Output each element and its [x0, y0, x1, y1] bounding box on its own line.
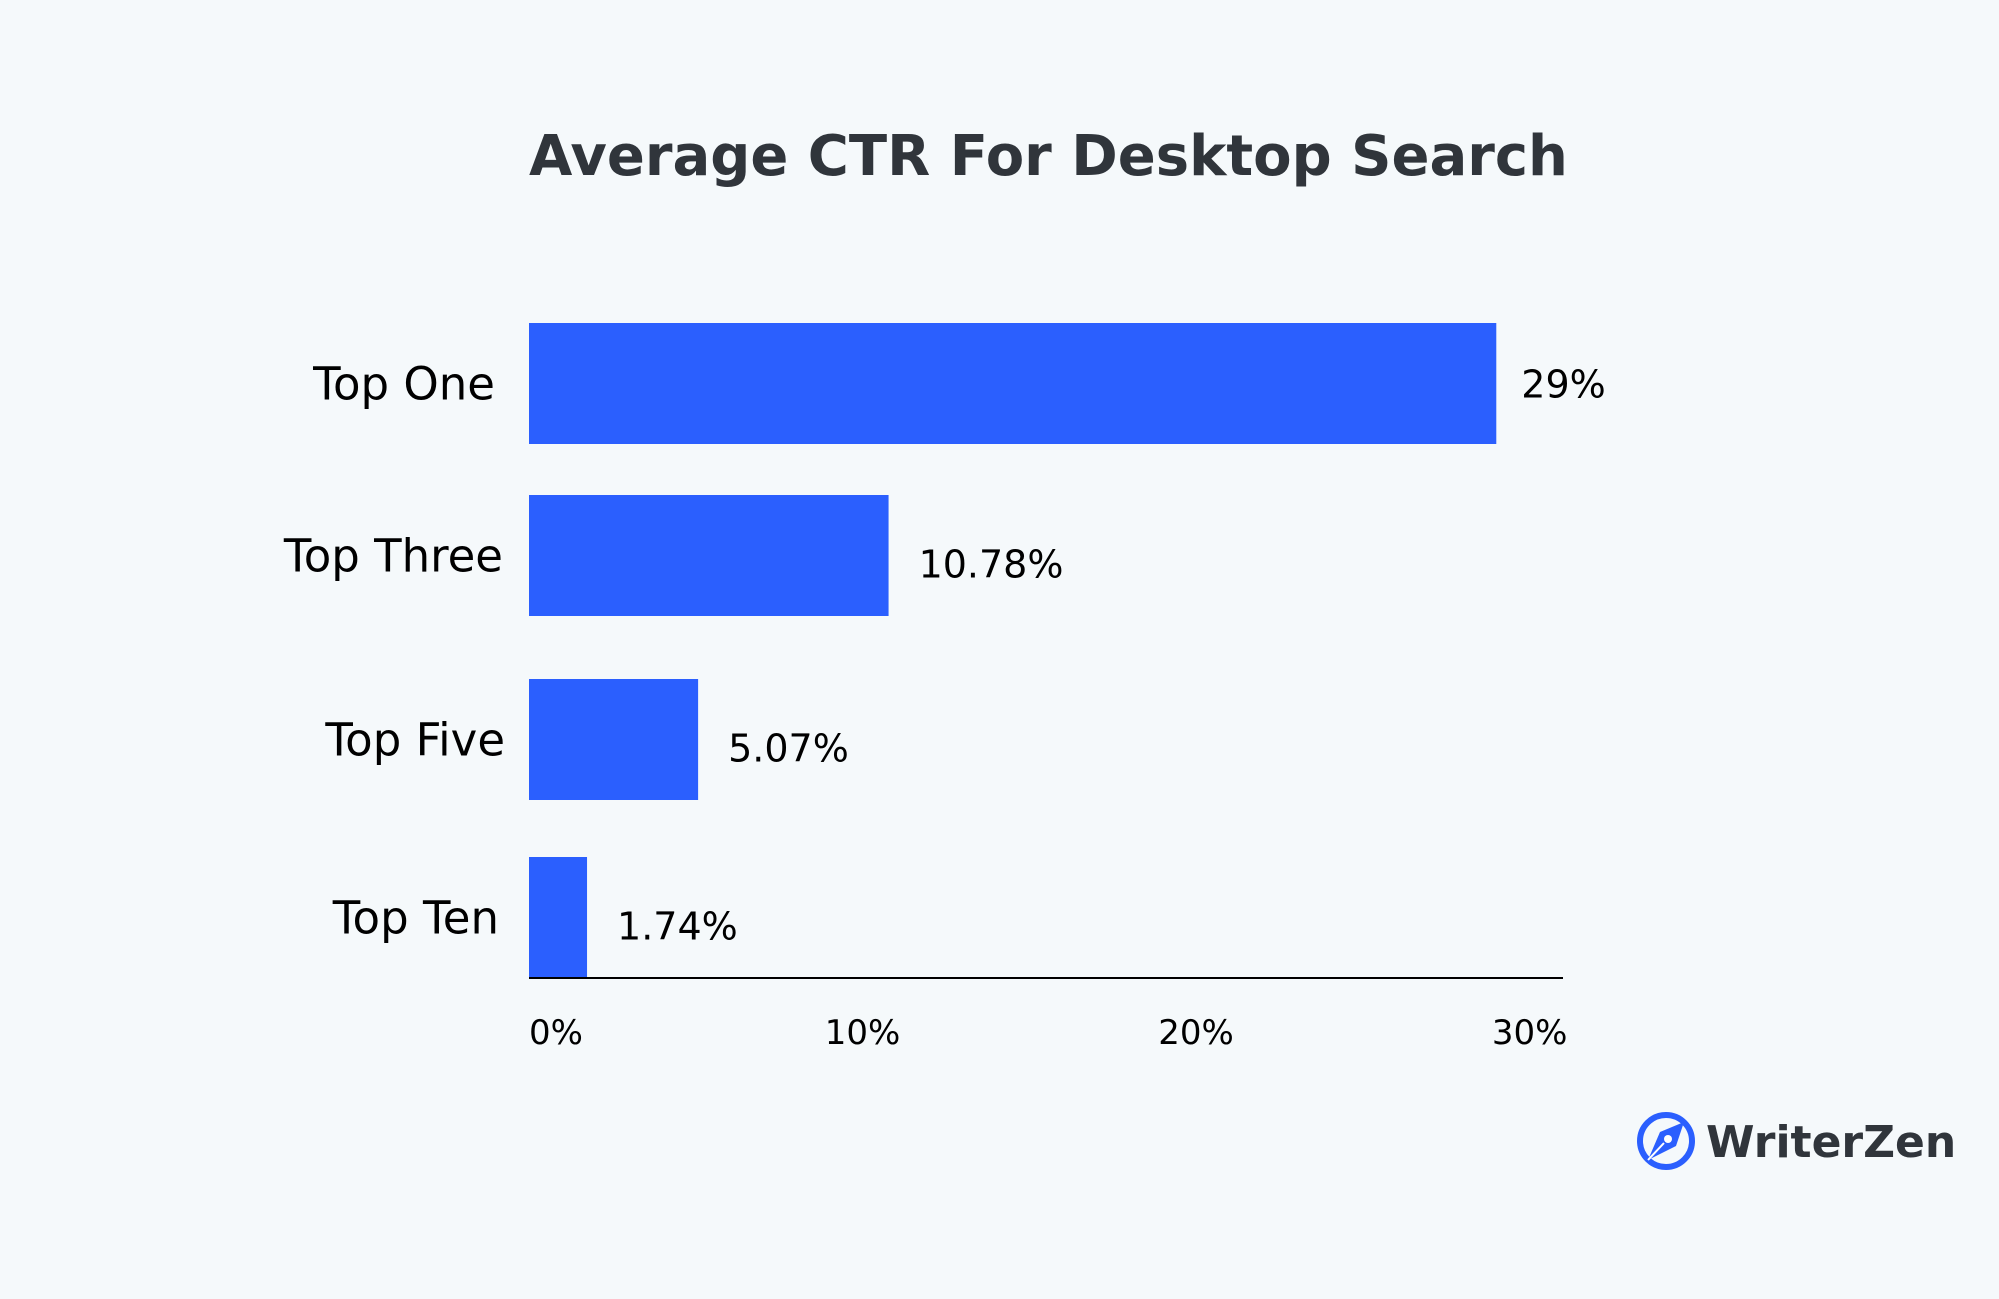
- x-tick-label: 30%: [1492, 1013, 1568, 1053]
- bar-top-ten: [529, 857, 588, 978]
- x-tick-label: 0%: [529, 1013, 583, 1053]
- x-tick-label: 10%: [825, 1013, 901, 1053]
- category-label: Top Three: [283, 530, 503, 583]
- value-labels-group: 29% 10.78% 5.07% 1.74%: [617, 363, 1606, 949]
- category-label: Top One: [312, 358, 495, 411]
- brand-name: WriterZen: [1706, 1117, 1956, 1168]
- x-tick-label: 20%: [1158, 1013, 1234, 1053]
- category-labels-group: Top One Top Three Top Five Top Ten: [283, 358, 505, 945]
- category-label: Top Five: [324, 714, 505, 767]
- value-label: 5.07%: [728, 727, 849, 771]
- chart-title: Average CTR For Desktop Search: [529, 124, 1568, 189]
- writerzen-logo: WriterZen: [1637, 1112, 1956, 1170]
- bars-group: [529, 323, 1497, 978]
- value-label: 29%: [1521, 363, 1605, 407]
- bar-top-five: [529, 679, 699, 800]
- category-label: Top Ten: [332, 892, 499, 945]
- value-label: 10.78%: [919, 543, 1064, 587]
- bar-top-three: [529, 495, 889, 616]
- bar-top-one: [529, 323, 1497, 444]
- writerzen-pen-logo-icon: [1637, 1112, 1695, 1170]
- x-axis-tick-labels: 0% 10% 20% 30%: [529, 1013, 1567, 1053]
- value-label: 1.74%: [617, 905, 738, 949]
